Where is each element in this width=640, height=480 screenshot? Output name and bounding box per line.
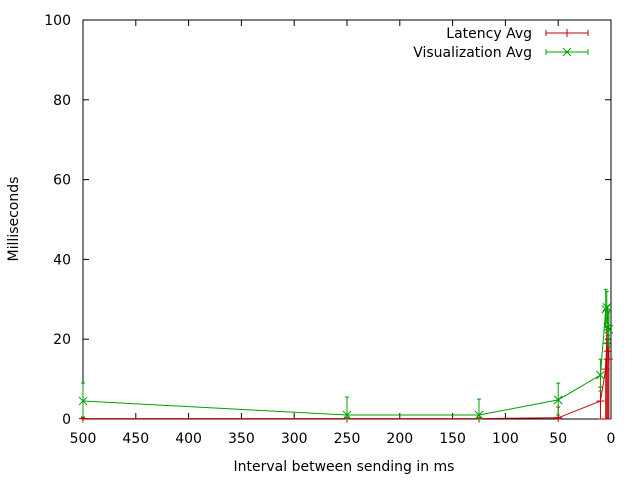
y-tick-label: 20 [53, 332, 71, 348]
cross-marker-b [553, 395, 563, 405]
x-tick-label: 500 [70, 431, 97, 447]
cross-marker-b [474, 410, 484, 420]
x-axis-label: Interval between sending in ms [234, 459, 455, 475]
series-layer [78, 288, 614, 423]
legend: Latency Avg Visualization Avg [413, 26, 589, 61]
data-point [596, 397, 605, 406]
ticks-layer: 500 450 400 350 300 250 200 150 100 50 00204060801… [44, 13, 615, 447]
y-tick-label: 100 [44, 13, 71, 29]
data-point [553, 395, 563, 405]
y-tick-label: 40 [53, 252, 71, 268]
cross-marker-b [342, 410, 352, 420]
legend-marker [563, 29, 571, 37]
data-point [601, 304, 611, 314]
legend-label: Latency Avg [446, 26, 532, 42]
x-tick-label: 450 [122, 431, 149, 447]
y-tick-label: 80 [53, 93, 71, 109]
data-point [601, 365, 610, 374]
series-line [83, 343, 610, 420]
data-point [603, 347, 612, 356]
x-tick-label: 400 [175, 431, 202, 447]
x-tick-label: 350 [228, 431, 255, 447]
data-point [604, 355, 613, 364]
data-point [602, 302, 612, 312]
cross-marker-b [601, 304, 611, 314]
x-tick-label: 200 [386, 431, 413, 447]
legend-label: Visualization Avg [413, 45, 532, 61]
x-tick-label: 50 [549, 431, 567, 447]
y-tick-label: 60 [53, 173, 71, 189]
x-tick-label: 250 [334, 431, 361, 447]
cross-marker-b [596, 370, 605, 380]
cross-marker-b [602, 302, 612, 312]
x-tick-label: 300 [281, 431, 308, 447]
data-point [78, 396, 88, 406]
data-point [342, 410, 352, 420]
series-line [82, 305, 610, 416]
x-tick-label: 150 [439, 431, 466, 447]
cross-marker-b [78, 396, 88, 406]
data-point [474, 410, 484, 420]
cross-marker-b [562, 47, 572, 57]
y-axis-label: Milliseconds [6, 177, 22, 262]
y-tick-label: 0 [62, 412, 71, 428]
series-1 [78, 288, 614, 420]
data-point [603, 322, 613, 332]
data-point [604, 324, 614, 334]
x-tick-label: 100 [492, 431, 519, 447]
data-point [596, 370, 605, 380]
cross-marker-b [604, 324, 614, 334]
series-0 [79, 326, 613, 423]
x-tick-label: 0 [607, 431, 616, 447]
legend-marker [562, 47, 572, 57]
cross-marker-b [603, 322, 613, 332]
plot-frame [82, 19, 612, 420]
